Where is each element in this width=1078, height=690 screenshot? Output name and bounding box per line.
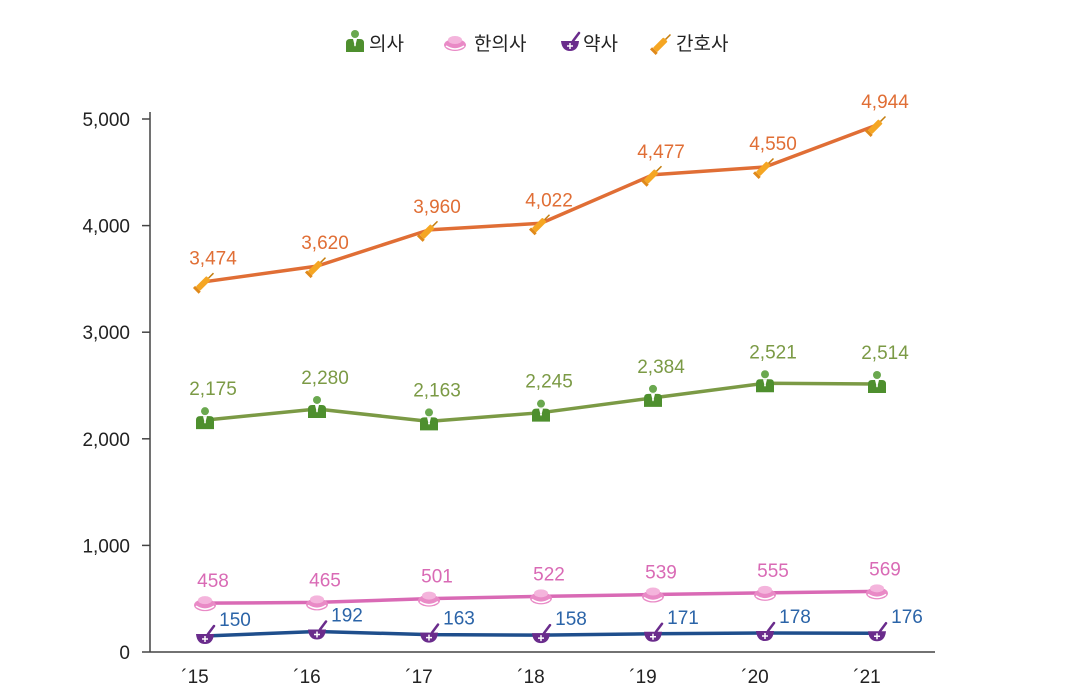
data-label: 2,280 [301, 368, 349, 389]
data-point-herbal-doctor-icon [418, 591, 440, 607]
data-point-doctor-icon [644, 384, 662, 407]
data-label: 2,521 [749, 342, 797, 363]
data-point-pharmacist-icon [532, 623, 552, 644]
series-herbal-doctor: 458 465 501 522 539 555 569 [194, 559, 901, 612]
x-tick-label: ´16 [293, 667, 320, 688]
nurse-icon [649, 33, 672, 56]
data-point-herbal-doctor-icon [866, 584, 888, 600]
data-label: 458 [197, 571, 229, 592]
axes: 0 1,000 2,000 3,000 4,000 5,000 ´15 ´16 ´17 ´18 ´1… [82, 110, 935, 688]
data-point-herbal-doctor-icon [642, 587, 664, 603]
data-point-doctor-icon [196, 407, 214, 430]
data-label: 158 [555, 609, 587, 630]
data-label: 2,163 [413, 380, 461, 401]
legend: 의사 한의사 약사 간호사 [346, 30, 728, 56]
legend-item: 한의사 [444, 33, 526, 55]
data-point-nurse-icon [192, 272, 215, 294]
data-label: 2,384 [637, 357, 685, 378]
y-tick-label: 4,000 [82, 217, 130, 238]
data-point-pharmacist-icon [868, 621, 888, 642]
data-point-pharmacist-icon [420, 623, 440, 643]
data-point-doctor-icon [420, 408, 438, 431]
legend-label: 의사 [369, 33, 404, 55]
x-tick-label: ´17 [405, 667, 432, 688]
data-point-doctor-icon [308, 395, 326, 418]
pharmacist-icon [561, 31, 581, 51]
data-point-doctor-icon [868, 371, 886, 394]
data-label: 4,022 [525, 190, 573, 211]
data-point-doctor-icon [532, 399, 550, 422]
plot-area: 2,175 2,280 2,163 2,245 2,384 2,521 2,514 458 46… [189, 92, 923, 645]
data-label: 555 [757, 561, 789, 582]
data-point-pharmacist-icon [756, 621, 776, 642]
data-point-nurse-icon [416, 220, 439, 242]
data-label: 176 [891, 607, 923, 628]
data-label: 4,477 [637, 142, 685, 163]
series-doctor: 2,175 2,280 2,163 2,245 2,384 2,521 2,514 [189, 342, 909, 431]
x-tick-label: ´21 [853, 667, 880, 688]
y-tick-label: 5,000 [82, 110, 130, 131]
y-tick-label: 0 [119, 643, 130, 664]
series-pharmacist: 150 192 163 158 171 178 176 [196, 606, 923, 645]
series-nurse: 3,474 3,620 3,960 4,022 4,477 4,550 4,944 [189, 92, 909, 294]
data-label: 539 [645, 563, 677, 584]
data-point-nurse-icon [864, 115, 887, 137]
data-label: 522 [533, 564, 565, 585]
data-label: 3,960 [413, 197, 461, 218]
data-point-pharmacist-icon [644, 622, 664, 642]
legend-label: 약사 [583, 33, 618, 55]
data-point-nurse-icon [528, 214, 551, 236]
data-point-nurse-icon [304, 257, 327, 279]
x-tick-label: ´20 [741, 667, 768, 688]
data-label: 171 [667, 608, 699, 629]
data-label: 3,620 [301, 233, 349, 254]
y-tick-label: 3,000 [82, 323, 130, 344]
data-point-nurse-icon [752, 157, 775, 179]
legend-item: 약사 [561, 31, 618, 55]
doctor-icon [346, 30, 364, 52]
data-label: 2,175 [189, 379, 237, 400]
y-tick-label: 1,000 [82, 536, 130, 557]
data-point-herbal-doctor-icon [194, 596, 216, 612]
data-label: 465 [309, 570, 341, 591]
data-label: 569 [869, 559, 901, 580]
data-label: 2,514 [861, 343, 909, 364]
data-point-herbal-doctor-icon [754, 585, 776, 601]
data-label: 4,550 [749, 134, 797, 155]
legend-label: 간호사 [676, 33, 728, 55]
x-tick-label: ´18 [517, 667, 544, 688]
herbal-doctor-icon [444, 36, 466, 51]
data-point-doctor-icon [756, 370, 774, 393]
legend-item: 의사 [346, 30, 404, 55]
data-label: 150 [219, 610, 251, 631]
data-point-herbal-doctor-icon [306, 595, 328, 611]
data-point-nurse-icon [640, 165, 663, 187]
data-label: 3,474 [189, 249, 237, 270]
data-label: 4,944 [861, 92, 909, 113]
data-label: 178 [779, 607, 811, 628]
y-tick-label: 2,000 [82, 430, 130, 451]
x-tick-label: ´15 [181, 667, 208, 688]
data-label: 2,245 [525, 372, 573, 393]
data-point-pharmacist-icon [196, 624, 216, 645]
data-label: 192 [331, 606, 363, 627]
data-label: 163 [443, 609, 475, 630]
data-label: 501 [421, 567, 453, 588]
data-point-herbal-doctor-icon [530, 589, 552, 605]
legend-label: 한의사 [474, 33, 526, 55]
x-tick-label: ´19 [629, 667, 656, 688]
legend-item: 간호사 [649, 33, 728, 56]
data-point-pharmacist-icon [308, 620, 328, 640]
